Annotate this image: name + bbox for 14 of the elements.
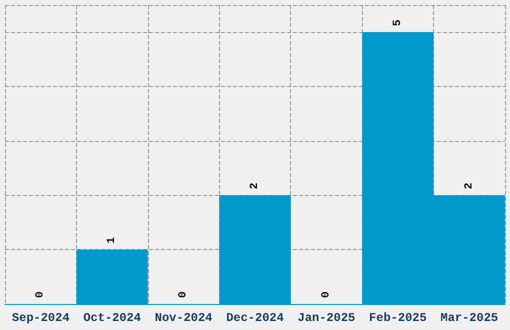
data-label: 0 — [178, 291, 190, 298]
x-tick-label: Dec-2024 — [226, 311, 284, 325]
x-tick-label: Nov-2024 — [154, 311, 212, 325]
x-tick-label: Oct-2024 — [83, 311, 141, 325]
data-label: 2 — [463, 182, 476, 190]
data-label: 1 — [106, 236, 118, 244]
x-tick-label: Sep-2024 — [12, 311, 70, 325]
x-tick-label: Mar-2025 — [440, 311, 498, 325]
data-label: 0 — [320, 291, 332, 298]
data-label: 2 — [249, 182, 261, 190]
x-tick-label: Feb-2025 — [369, 311, 427, 325]
data-label: 5 — [392, 19, 404, 26]
x-tick-label: Jan-2025 — [298, 311, 356, 325]
data-label: 0 — [34, 291, 47, 298]
